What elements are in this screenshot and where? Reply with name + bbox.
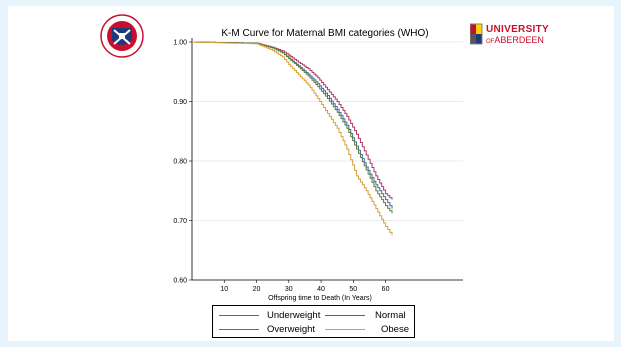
legend-swatch	[219, 315, 259, 316]
aberdeen-logo-subtext: OFABERDEEN	[486, 35, 544, 45]
legend-label: Normal	[375, 310, 406, 321]
x-tick-label: 50	[349, 286, 357, 293]
legend-swatch	[325, 329, 365, 330]
x-axis-label: Offspring time to Death (In Years)	[268, 295, 372, 302]
y-tick-label: 0.60	[173, 278, 187, 285]
slide-background	[8, 6, 614, 341]
y-tick-label: 0.70	[173, 218, 187, 225]
legend-swatch	[325, 315, 365, 316]
x-tick-label: 40	[317, 286, 325, 293]
x-tick-label: 60	[382, 286, 390, 293]
series-line-obese	[192, 41, 393, 236]
series-line-overweight	[192, 41, 393, 214]
y-tick-label: 1.00	[173, 40, 187, 47]
legend-label: Obese	[381, 324, 409, 335]
aberdeen-logo	[470, 23, 483, 45]
legend-swatch	[219, 329, 259, 330]
chart-title: K-M Curve for Maternal BMI categories (W…	[221, 28, 428, 39]
y-tick-label: 0.80	[173, 159, 187, 166]
legend-label: Underweight	[267, 310, 321, 321]
y-tick-label: 0.90	[173, 99, 187, 106]
edinburgh-crest-logo	[100, 14, 144, 58]
x-tick-label: 30	[285, 286, 293, 293]
chart-legend: Underweight Normal Overweight Obese	[212, 305, 415, 338]
x-tick-label: 10	[220, 286, 228, 293]
x-tick-label: 20	[253, 286, 261, 293]
aberdeen-logo-text: UNIVERSITY	[486, 24, 550, 35]
legend-label: Overweight	[267, 324, 316, 335]
series-line-normal	[192, 41, 393, 200]
